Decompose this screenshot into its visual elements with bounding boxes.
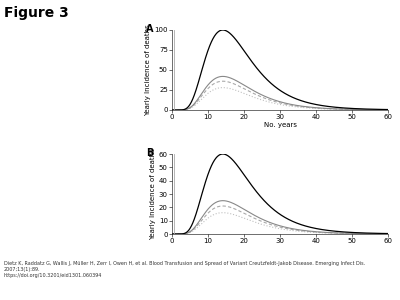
Y-axis label: Yearly Incidence of deaths: Yearly Incidence of deaths: [146, 24, 152, 116]
Y-axis label: Yearly Incidence of deaths: Yearly Incidence of deaths: [150, 148, 156, 240]
Text: B: B: [146, 148, 154, 158]
X-axis label: No. years: No. years: [264, 122, 296, 128]
Text: A: A: [146, 24, 154, 34]
Text: Figure 3: Figure 3: [4, 6, 69, 20]
Text: Dietz K, Raddatz G, Wallis J, Müller H, Zerr I, Owen H, et al. Blood Transfusion: Dietz K, Raddatz G, Wallis J, Müller H, …: [4, 261, 365, 278]
